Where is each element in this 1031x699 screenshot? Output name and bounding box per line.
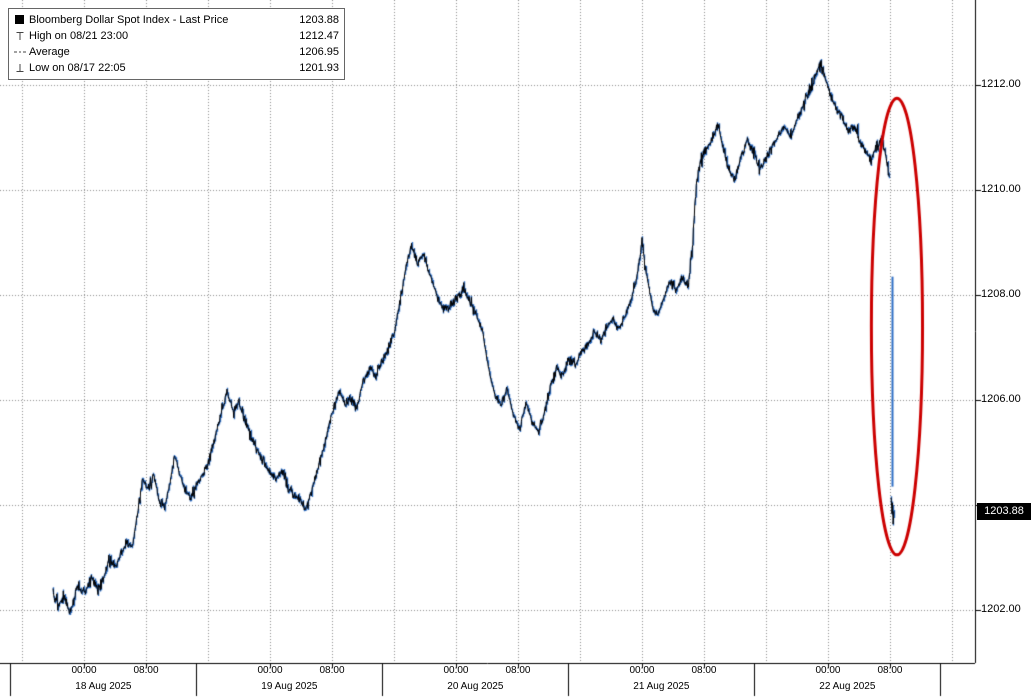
legend-label-last-price: Bloomberg Dollar Spot Index - Last Price — [29, 14, 229, 26]
legend-label-average: Average — [29, 46, 70, 58]
chart-legend: Bloomberg Dollar Spot Index - Last Price… — [8, 8, 345, 80]
low-marker-icon — [14, 62, 29, 74]
legend-value-last-price: 1203.88 — [299, 14, 339, 26]
high-marker-icon — [14, 30, 29, 42]
average-marker-icon — [14, 46, 29, 58]
legend-row-last-price: Bloomberg Dollar Spot Index - Last Price… — [14, 12, 339, 28]
legend-row-low: Low on 08/17 22:05 1201.93 — [14, 60, 339, 76]
legend-label-low: Low on 08/17 22:05 — [29, 62, 126, 74]
legend-row-average: Average 1206.95 — [14, 44, 339, 60]
legend-label-high: High on 08/21 23:00 — [29, 30, 129, 42]
legend-row-high: High on 08/21 23:00 1212.47 — [14, 28, 339, 44]
legend-value-high: 1212.47 — [299, 30, 339, 42]
series-square-icon — [14, 14, 29, 26]
last-price-badge: 1203.88 — [977, 503, 1031, 521]
legend-value-average: 1206.95 — [299, 46, 339, 58]
legend-value-low: 1201.93 — [299, 62, 339, 74]
